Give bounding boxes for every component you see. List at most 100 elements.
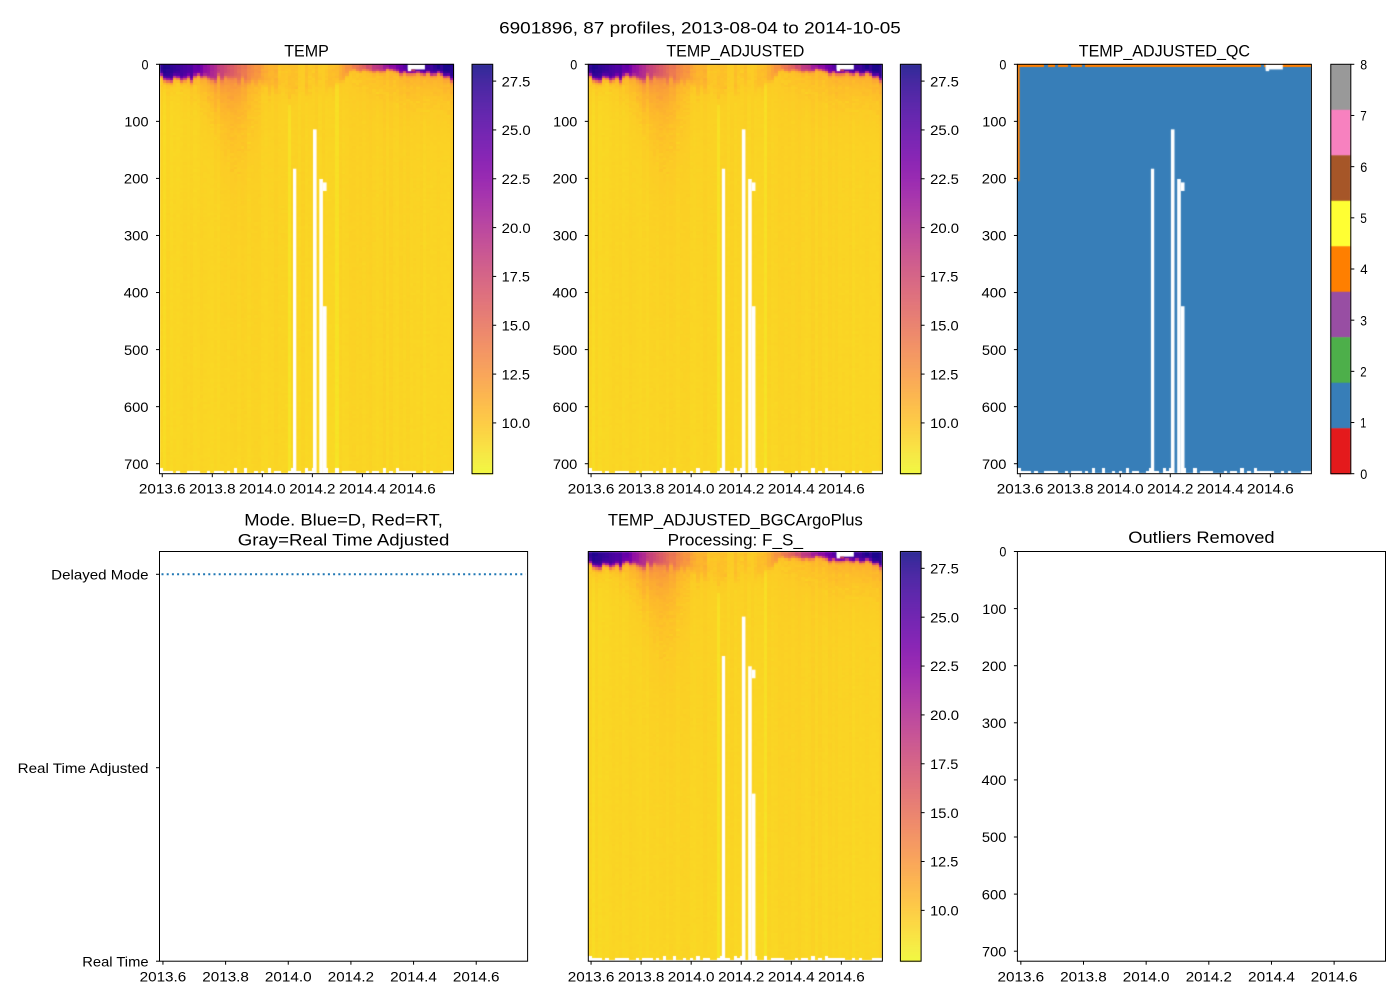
svg-text:2014.6: 2014.6 — [1247, 480, 1294, 496]
svg-text:20.0: 20.0 — [930, 220, 959, 236]
svg-text:600: 600 — [553, 399, 578, 415]
svg-text:17.5: 17.5 — [930, 269, 958, 285]
svg-text:400: 400 — [552, 285, 577, 301]
svg-text:2013.6: 2013.6 — [139, 480, 186, 496]
svg-text:15.0: 15.0 — [502, 317, 531, 333]
svg-text:27.5: 27.5 — [930, 561, 959, 577]
svg-text:2014.4: 2014.4 — [768, 968, 815, 984]
svg-text:2013.6: 2013.6 — [140, 968, 187, 984]
svg-text:6901896, 87 profiles, 2013-08-: 6901896, 87 profiles, 2013-08-04 to 2014… — [499, 19, 901, 38]
svg-text:200: 200 — [124, 171, 149, 187]
svg-text:500: 500 — [124, 342, 149, 358]
svg-text:27.5: 27.5 — [930, 73, 959, 89]
svg-text:2014.0: 2014.0 — [668, 968, 715, 984]
svg-text:2014.4: 2014.4 — [339, 480, 386, 496]
svg-text:Outliers Removed: Outliers Removed — [1128, 528, 1274, 547]
svg-text:0: 0 — [570, 57, 577, 73]
svg-text:2014.0: 2014.0 — [1123, 968, 1170, 984]
svg-text:200: 200 — [982, 171, 1007, 187]
svg-text:TEMP_ADJUSTED_BGCArgoPlus: TEMP_ADJUSTED_BGCArgoPlus — [608, 511, 863, 530]
svg-text:17.5: 17.5 — [930, 756, 958, 772]
svg-text:2013.6: 2013.6 — [568, 480, 615, 496]
svg-text:700: 700 — [982, 456, 1007, 472]
svg-text:2013.8: 2013.8 — [1060, 968, 1107, 984]
svg-text:20.0: 20.0 — [930, 707, 959, 723]
svg-text:12.5: 12.5 — [930, 366, 958, 382]
svg-text:400: 400 — [982, 285, 1007, 301]
svg-text:2014.2: 2014.2 — [718, 968, 764, 984]
svg-text:2014.2: 2014.2 — [718, 480, 764, 496]
svg-text:2014.2: 2014.2 — [1186, 968, 1232, 984]
svg-text:0: 0 — [999, 57, 1006, 73]
svg-text:27.5: 27.5 — [502, 73, 531, 89]
svg-text:2013.8: 2013.8 — [618, 968, 665, 984]
svg-text:17.5: 17.5 — [502, 269, 530, 285]
svg-text:600: 600 — [124, 399, 149, 415]
svg-text:6: 6 — [1360, 159, 1367, 175]
svg-text:TEMP: TEMP — [284, 42, 329, 61]
svg-text:100: 100 — [553, 114, 577, 130]
svg-text:2014.0: 2014.0 — [1097, 480, 1144, 496]
svg-text:22.5: 22.5 — [502, 171, 531, 187]
svg-text:400: 400 — [982, 772, 1007, 788]
svg-text:4: 4 — [1360, 261, 1368, 277]
svg-text:12.5: 12.5 — [502, 366, 530, 382]
svg-text:Gray=Real Time Adjusted: Gray=Real Time Adjusted — [238, 531, 450, 550]
svg-text:600: 600 — [982, 399, 1007, 415]
svg-text:15.0: 15.0 — [930, 805, 959, 821]
svg-text:2: 2 — [1360, 364, 1367, 380]
svg-text:25.0: 25.0 — [502, 122, 531, 138]
svg-text:2013.8: 2013.8 — [1047, 480, 1094, 496]
svg-text:20.0: 20.0 — [502, 220, 531, 236]
svg-text:15.0: 15.0 — [930, 317, 959, 333]
svg-text:2014.4: 2014.4 — [768, 480, 815, 496]
svg-text:0: 0 — [1360, 466, 1367, 482]
svg-text:2014.4: 2014.4 — [390, 968, 437, 984]
svg-text:2014.6: 2014.6 — [1311, 968, 1358, 984]
svg-text:500: 500 — [982, 342, 1007, 358]
svg-text:25.0: 25.0 — [930, 122, 959, 138]
svg-text:2014.6: 2014.6 — [453, 968, 500, 984]
svg-text:0: 0 — [142, 57, 149, 73]
svg-text:300: 300 — [982, 715, 1007, 731]
svg-text:8: 8 — [1360, 57, 1367, 73]
svg-text:2014.0: 2014.0 — [239, 480, 286, 496]
svg-text:1: 1 — [1360, 415, 1366, 431]
svg-text:2014.2: 2014.2 — [1147, 480, 1193, 496]
svg-text:2014.0: 2014.0 — [668, 480, 715, 496]
svg-text:7: 7 — [1360, 108, 1367, 124]
svg-text:5: 5 — [1360, 210, 1367, 226]
svg-text:10.0: 10.0 — [930, 903, 959, 919]
svg-text:300: 300 — [124, 228, 149, 244]
svg-text:TEMP_ADJUSTED: TEMP_ADJUSTED — [666, 42, 804, 61]
svg-text:Mode. Blue=D, Red=RT,: Mode. Blue=D, Red=RT, — [244, 511, 443, 530]
svg-text:2013.8: 2013.8 — [618, 480, 665, 496]
svg-text:12.5: 12.5 — [930, 854, 958, 870]
svg-text:100: 100 — [124, 114, 148, 130]
svg-text:2013.6: 2013.6 — [997, 480, 1044, 496]
svg-text:22.5: 22.5 — [930, 658, 959, 674]
svg-text:2014.6: 2014.6 — [389, 480, 436, 496]
svg-text:100: 100 — [982, 601, 1006, 617]
svg-text:2014.4: 2014.4 — [1197, 480, 1244, 496]
svg-text:0: 0 — [999, 544, 1006, 560]
svg-text:2014.2: 2014.2 — [289, 480, 335, 496]
svg-text:700: 700 — [553, 456, 578, 472]
svg-text:25.0: 25.0 — [930, 609, 959, 625]
svg-text:200: 200 — [553, 171, 578, 187]
svg-text:Real Time Adjusted: Real Time Adjusted — [18, 760, 149, 776]
svg-text:300: 300 — [553, 228, 578, 244]
svg-text:2013.8: 2013.8 — [202, 968, 249, 984]
svg-text:600: 600 — [982, 886, 1007, 902]
svg-text:400: 400 — [124, 285, 149, 301]
svg-text:100: 100 — [982, 114, 1006, 130]
svg-text:500: 500 — [553, 342, 578, 358]
svg-text:2014.4: 2014.4 — [1248, 968, 1295, 984]
svg-text:2014.0: 2014.0 — [265, 968, 312, 984]
svg-text:10.0: 10.0 — [930, 415, 959, 431]
svg-text:Processing: F_S_: Processing: F_S_ — [668, 531, 804, 550]
svg-text:10.0: 10.0 — [502, 415, 531, 431]
svg-text:22.5: 22.5 — [930, 171, 959, 187]
svg-text:2014.6: 2014.6 — [818, 480, 865, 496]
svg-text:300: 300 — [982, 228, 1007, 244]
